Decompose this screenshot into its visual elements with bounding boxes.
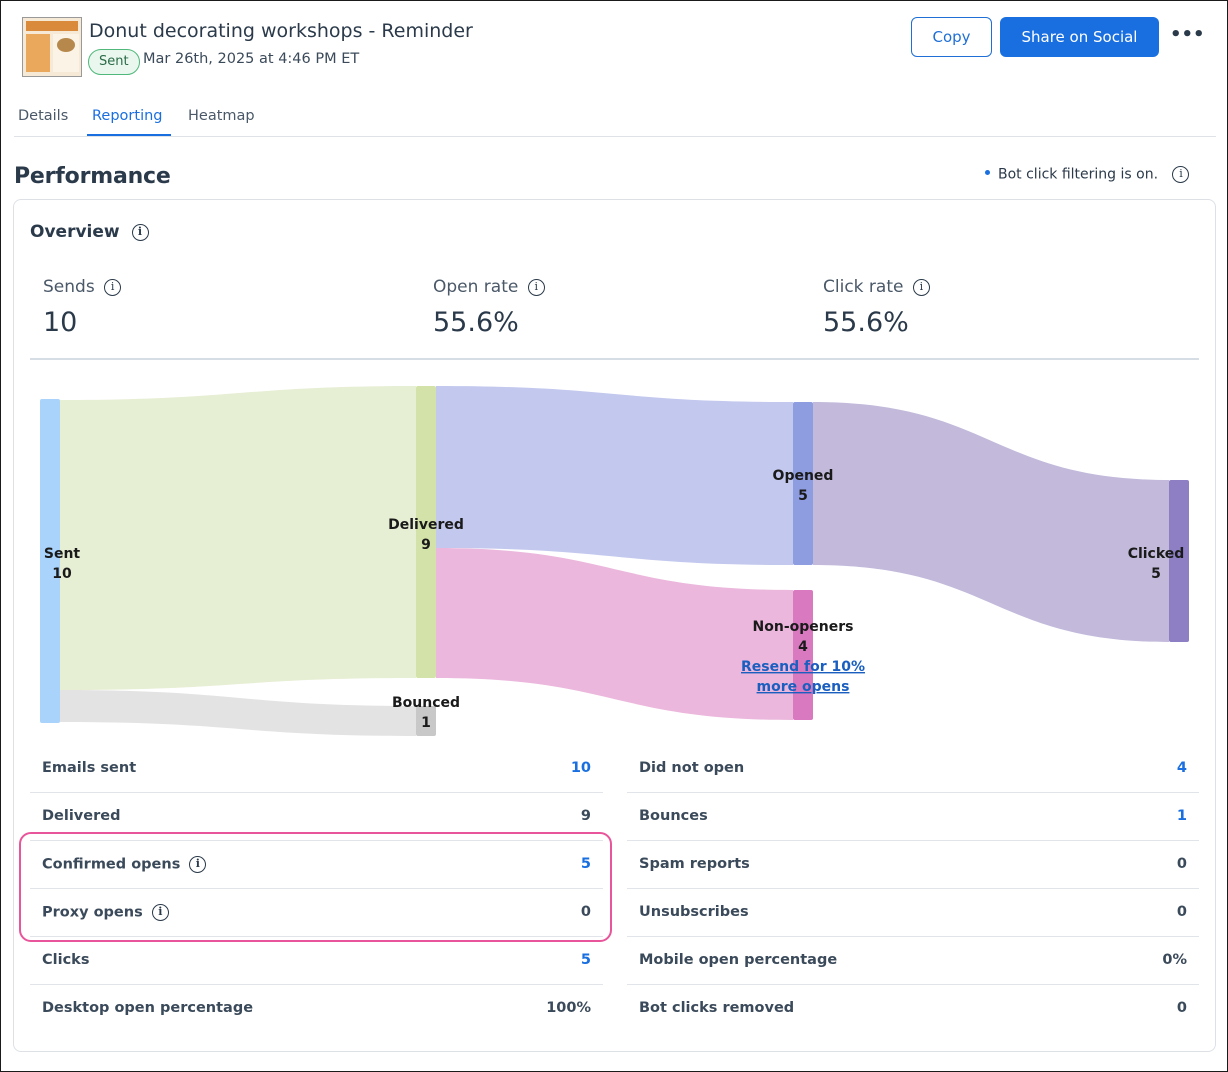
bot-filter-status: Bot click filtering is on. i — [985, 166, 1190, 183]
tab-details[interactable]: Details — [18, 108, 69, 124]
metric-row-confirmed-opens: Confirmed opens i 5 — [30, 841, 603, 889]
sankey-diagram: Sent 10 Delivered 9 Bounced 1 Opened 5 N… — [40, 386, 1189, 736]
node-value-nonopeners: 4 — [798, 639, 808, 655]
metric-value: 0 — [1176, 904, 1187, 920]
flow-opened-clicked — [813, 402, 1169, 642]
metric-label: Mobile open percentage — [639, 952, 838, 968]
node-nonopeners[interactable] — [793, 590, 813, 720]
metric-value: 100% — [546, 1000, 591, 1016]
stat-sends: Sends i 10 — [43, 277, 122, 338]
node-value-clicked: 5 — [1151, 566, 1161, 582]
opens-highlight-box — [19, 832, 612, 942]
metric-label: Desktop open percentage — [42, 1000, 254, 1016]
metric-row-clicks: Clicks 5 — [30, 937, 603, 985]
resend-link[interactable]: Resend for 10% — [741, 659, 865, 675]
bot-filter-text: Bot click filtering is on. — [998, 166, 1159, 183]
metric-row-bot-clicks-removed: Bot clicks removed 0 — [627, 985, 1199, 1033]
flow-delivered-opened — [436, 386, 793, 565]
metric-row-delivered: Delivered 9 — [30, 793, 603, 841]
metric-label: Unsubscribes — [639, 904, 749, 920]
divider — [30, 358, 1199, 360]
metric-value: 0 — [580, 904, 591, 920]
flow-sent-bounced — [60, 690, 416, 736]
metric-label: Bounces — [639, 808, 708, 824]
status-dot-icon — [985, 170, 990, 175]
metric-row-spam-reports: Spam reports 0 — [627, 841, 1199, 889]
metric-label: Delivered — [42, 808, 121, 824]
node-value-sent: 10 — [52, 566, 72, 582]
stat-value: 10 — [43, 307, 78, 338]
node-value-delivered: 9 — [421, 537, 431, 553]
node-label-sent: Sent — [44, 546, 81, 562]
metric-label: Spam reports — [639, 856, 750, 872]
node-label-bounced: Bounced — [392, 695, 460, 711]
campaign-title: Donut decorating workshops - Reminder — [89, 20, 473, 42]
info-icon[interactable]: i — [131, 223, 149, 241]
info-icon[interactable]: i — [151, 904, 169, 921]
metric-label: Proxy opens — [42, 904, 143, 921]
stat-value: 55.6% — [433, 307, 519, 338]
overview-title: Overview i — [30, 222, 149, 242]
stat-label: Open rate — [433, 277, 519, 297]
info-icon[interactable]: i — [527, 278, 545, 296]
tab-heatmap[interactable]: Heatmap — [188, 108, 255, 124]
metric-value[interactable]: 10 — [570, 760, 591, 776]
performance-title: Performance — [14, 164, 171, 189]
metric-row-mobile-open-percentage: Mobile open percentage 0% — [627, 937, 1199, 985]
metric-value[interactable]: 5 — [580, 952, 591, 968]
metric-row-did-not-open: Did not open 4 — [627, 745, 1199, 793]
tab-bar: Details Reporting Heatmap — [14, 108, 1216, 137]
metric-row-proxy-opens: Proxy opens i 0 — [30, 889, 603, 937]
node-clicked[interactable] — [1169, 480, 1189, 642]
info-icon[interactable]: i — [104, 278, 122, 296]
metric-row-bounces: Bounces 1 — [627, 793, 1199, 841]
info-icon[interactable]: i — [189, 856, 207, 873]
node-label-clicked: Clicked — [1128, 546, 1185, 562]
metric-value[interactable]: 5 — [580, 856, 591, 872]
info-icon[interactable]: i — [1172, 166, 1190, 183]
node-sent[interactable] — [40, 399, 60, 723]
stat-open-rate: Open rate i 55.6% — [433, 277, 545, 338]
stat-value: 55.6% — [823, 307, 909, 338]
metric-label: Emails sent — [42, 760, 137, 776]
active-tab-indicator — [87, 134, 171, 136]
share-on-social-button[interactable]: Share on Social — [1000, 17, 1159, 57]
sent-date: Mar 26th, 2025 at 4:46 PM ET — [143, 51, 360, 67]
metric-value: 0 — [1176, 856, 1187, 872]
stat-click-rate: Click rate i 55.6% — [823, 277, 930, 338]
flow-delivered-nonopeners — [436, 548, 793, 720]
node-label-opened: Opened — [773, 468, 834, 484]
metric-label: Bot clicks removed — [639, 1000, 795, 1016]
metric-row-unsubscribes: Unsubscribes 0 — [627, 889, 1199, 937]
metric-label: Did not open — [639, 760, 745, 776]
resend-link-line2[interactable]: more opens — [757, 679, 850, 695]
stat-label: Sends — [43, 277, 95, 297]
info-icon[interactable]: i — [912, 278, 930, 296]
metric-value: 0 — [1176, 1000, 1187, 1016]
stat-label: Click rate — [823, 277, 904, 297]
overview-title-text: Overview — [30, 222, 120, 242]
node-value-bounced: 1 — [421, 715, 431, 731]
metric-value: 9 — [580, 808, 591, 824]
more-horizontal-icon[interactable]: ••• — [1170, 24, 1205, 45]
metric-value[interactable]: 1 — [1176, 808, 1187, 824]
flow-sent-delivered — [60, 386, 416, 690]
node-label-nonopeners: Non-openers — [753, 619, 854, 635]
metric-label: Confirmed opens — [42, 856, 181, 873]
metric-row-emails-sent: Emails sent 10 — [30, 745, 603, 793]
copy-button[interactable]: Copy — [911, 17, 992, 57]
tab-reporting[interactable]: Reporting — [92, 108, 163, 124]
metric-value[interactable]: 4 — [1176, 760, 1187, 776]
status-badge: Sent — [88, 49, 140, 75]
email-thumbnail[interactable] — [22, 17, 82, 77]
node-bounced[interactable] — [416, 706, 436, 736]
metric-row-desktop-open-percentage: Desktop open percentage 100% — [30, 985, 603, 1033]
metric-label: Clicks — [42, 952, 90, 968]
node-delivered[interactable] — [416, 386, 436, 678]
node-opened[interactable] — [793, 402, 813, 565]
node-value-opened: 5 — [798, 488, 808, 504]
node-label-delivered: Delivered — [388, 517, 464, 533]
metric-value: 0% — [1162, 952, 1187, 968]
